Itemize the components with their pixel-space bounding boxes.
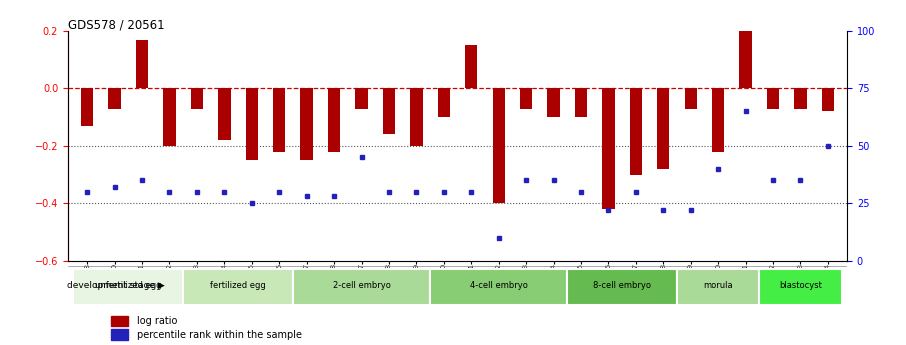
Bar — [163, 88, 176, 146]
Bar — [183, 268, 293, 305]
Text: unfertilized egg: unfertilized egg — [95, 281, 161, 290]
Bar — [109, 88, 120, 109]
Bar — [822, 88, 834, 111]
Bar — [657, 88, 670, 169]
Bar — [328, 88, 341, 151]
Text: GDS578 / 20561: GDS578 / 20561 — [68, 18, 165, 31]
Bar — [301, 88, 313, 160]
Bar — [293, 268, 430, 305]
Text: log ratio: log ratio — [137, 316, 177, 326]
Bar — [273, 88, 285, 151]
Bar — [465, 46, 477, 88]
Bar — [111, 316, 128, 326]
Bar — [111, 329, 128, 340]
Bar — [567, 268, 677, 305]
Bar — [191, 88, 203, 109]
Bar — [136, 40, 149, 88]
Bar — [430, 268, 567, 305]
Bar — [218, 88, 230, 140]
Bar — [677, 268, 759, 305]
Bar — [520, 88, 533, 109]
Text: 8-cell embryo: 8-cell embryo — [593, 281, 651, 290]
Bar — [795, 88, 806, 109]
Bar — [602, 88, 614, 209]
Text: development stage ▶: development stage ▶ — [67, 281, 165, 290]
Bar — [574, 88, 587, 117]
Bar — [81, 88, 93, 126]
Bar — [355, 88, 368, 109]
Bar — [685, 88, 697, 109]
Bar — [382, 88, 395, 134]
Bar — [630, 88, 642, 175]
Text: 4-cell embryo: 4-cell embryo — [469, 281, 527, 290]
Bar — [438, 88, 450, 117]
Text: blastocyst: blastocyst — [779, 281, 822, 290]
Bar — [739, 31, 752, 88]
Bar — [766, 88, 779, 109]
Text: morula: morula — [703, 281, 733, 290]
Bar — [547, 88, 560, 117]
Bar — [410, 88, 422, 146]
Bar — [73, 268, 183, 305]
Bar — [759, 268, 842, 305]
Text: 2-cell embryo: 2-cell embryo — [333, 281, 390, 290]
Bar — [246, 88, 258, 160]
Bar — [712, 88, 724, 151]
Text: fertilized egg: fertilized egg — [210, 281, 266, 290]
Text: percentile rank within the sample: percentile rank within the sample — [137, 329, 302, 339]
Bar — [493, 88, 505, 203]
